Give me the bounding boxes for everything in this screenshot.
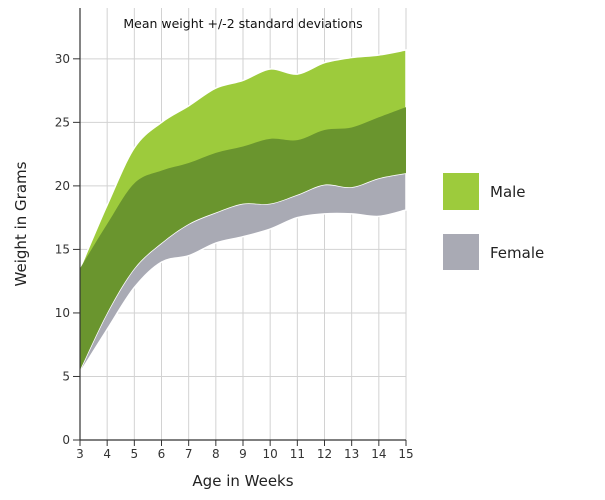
x-tick-label: 12: [317, 447, 332, 461]
legend-label-female: Female: [490, 244, 544, 262]
legend: Male Female: [443, 173, 544, 270]
x-tick-label: 6: [158, 447, 166, 461]
x-tick-label: 11: [290, 447, 305, 461]
y-tick-label: 25: [55, 115, 70, 129]
x-tick-label: 8: [212, 447, 220, 461]
x-tick-label: 13: [344, 447, 359, 461]
x-tick-label: 15: [398, 447, 413, 461]
y-axis-ticks: 0 5 10 15 20 25 30: [55, 52, 80, 447]
x-axis-ticks: 3 4 5 6 7 8 9 10 11 12 13 14 15: [76, 440, 414, 461]
y-tick-label: 5: [62, 369, 70, 383]
y-tick-label: 15: [55, 242, 70, 256]
x-tick-label: 5: [131, 447, 139, 461]
x-tick-label: 10: [263, 447, 278, 461]
y-axis-title: Weight in Grams: [12, 161, 30, 286]
x-tick-label: 9: [239, 447, 247, 461]
legend-swatch-female: [443, 234, 479, 270]
y-tick-label: 10: [55, 306, 70, 320]
x-tick-label: 7: [185, 447, 193, 461]
y-tick-label: 30: [55, 52, 70, 66]
chart-title: Mean weight +/-2 standard deviations: [123, 16, 362, 31]
y-tick-label: 20: [55, 179, 70, 193]
x-tick-label: 3: [76, 447, 84, 461]
x-axis-title: Age in Weeks: [192, 472, 293, 490]
y-tick-label: 0: [62, 433, 70, 447]
legend-swatch-male: [443, 173, 479, 210]
x-tick-label: 4: [103, 447, 111, 461]
legend-label-male: Male: [490, 183, 526, 201]
x-tick-label: 14: [371, 447, 386, 461]
overlap-band: [80, 107, 406, 371]
